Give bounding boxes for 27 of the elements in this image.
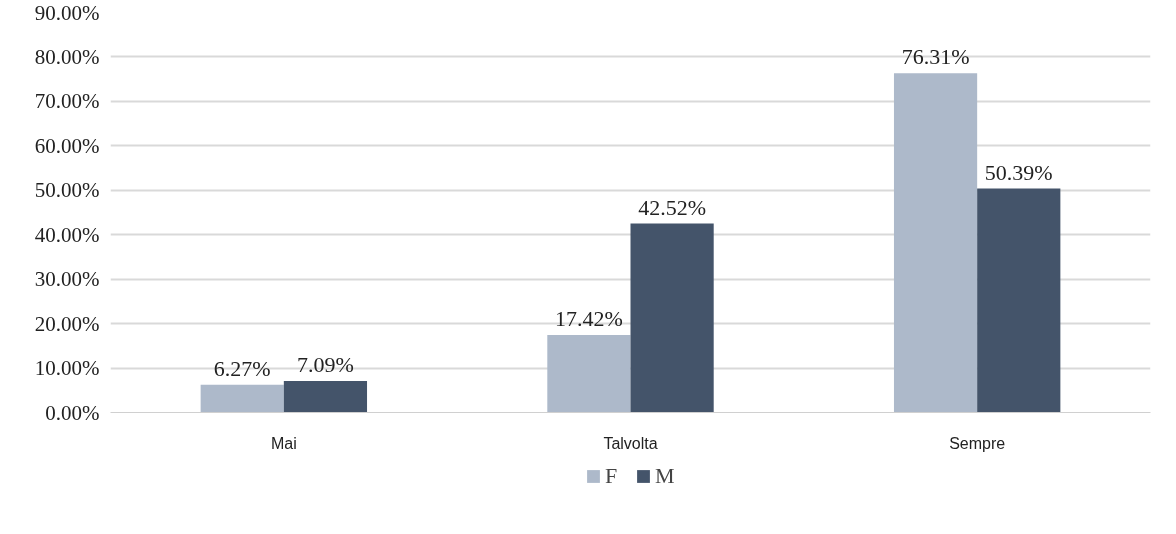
data-label: 17.42% (554, 306, 623, 332)
y-tick-label: 80.00% (34, 44, 100, 69)
x-tick-label: Mai (270, 434, 297, 452)
y-tick-label: 40.00% (34, 222, 100, 247)
legend-label: F (605, 463, 619, 489)
bar (977, 188, 1061, 413)
data-label: 42.52% (638, 194, 707, 220)
bar (283, 380, 368, 413)
x-tick-label: Sempre (949, 434, 1006, 452)
y-tick-label: 30.00% (34, 267, 100, 292)
legend-label: M (655, 463, 675, 489)
y-tick-label: 10.00% (34, 356, 100, 381)
bar (547, 335, 631, 413)
y-tick-label: 90.00% (34, 0, 100, 25)
bar (630, 223, 714, 413)
data-label: 76.31% (901, 44, 970, 70)
data-label: 50.39% (984, 159, 1053, 185)
y-tick-label: 60.00% (34, 133, 100, 158)
y-tick-label: 50.00% (34, 178, 100, 203)
bar (893, 73, 978, 413)
y-tick-label: 0.00% (45, 400, 100, 425)
bar (200, 384, 284, 413)
y-tick-label: 20.00% (34, 311, 100, 336)
data-label: 7.09% (297, 351, 354, 377)
x-tick-label: Talvolta (603, 434, 658, 452)
y-tick-label: 70.00% (34, 89, 100, 114)
data-label: 6.27% (213, 355, 271, 381)
